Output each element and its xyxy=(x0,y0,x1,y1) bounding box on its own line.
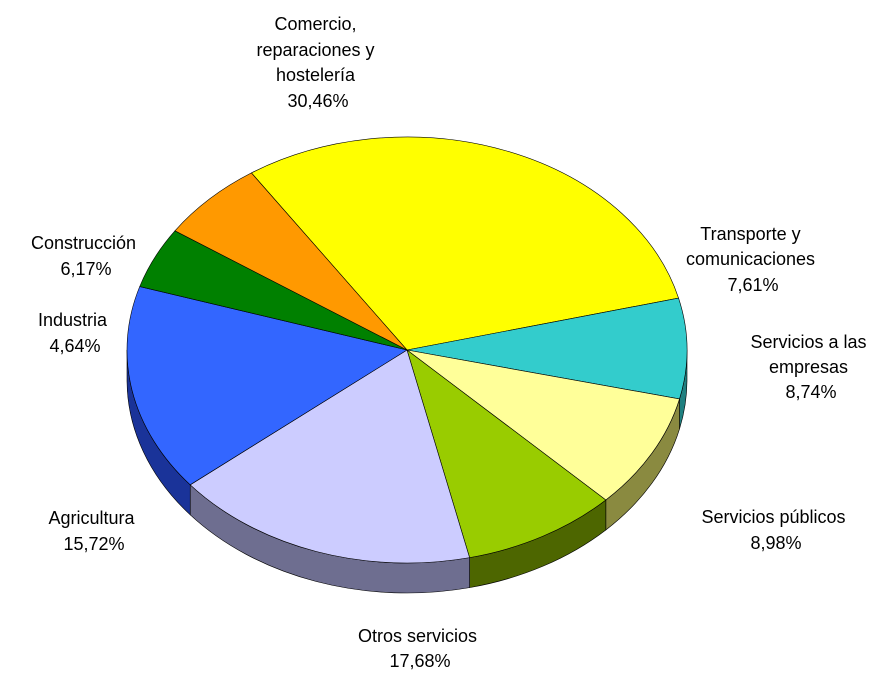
slice-label-comercio: Comercio, reparaciones y hostelería 30,4… xyxy=(256,14,379,111)
slice-label-industria: Industria 4,64% xyxy=(38,310,112,356)
slice-servicios-publicos xyxy=(406,349,607,558)
slice-transporte-y-comunicaciones xyxy=(406,297,688,400)
slice-otros-servicios xyxy=(189,349,470,564)
slice-comercio-reparaciones-y-hosteleria xyxy=(250,136,679,351)
slice-label-servicios-publicos: Servicios públicos 8,98% xyxy=(701,507,850,553)
slice-label-servicios-empresas: Servicios a las empresas 8,74% xyxy=(750,332,871,402)
slice-label-construccion: Construcción 6,17% xyxy=(31,233,141,279)
pie-labels: Comercio, reparaciones y hostelería 30,4… xyxy=(31,14,871,671)
slice-servicios-a-las-empresas xyxy=(406,349,680,501)
slice-construccion xyxy=(174,172,408,351)
slice-label-agricultura: Agricultura 15,72% xyxy=(48,508,139,554)
pie-slices xyxy=(126,136,688,564)
slice-label-otros-servicios: Otros servicios 17,68% xyxy=(358,626,482,671)
slice-agricultura xyxy=(126,286,408,486)
slice-label-transporte: Transporte y comunicaciones 7,61% xyxy=(686,224,820,295)
